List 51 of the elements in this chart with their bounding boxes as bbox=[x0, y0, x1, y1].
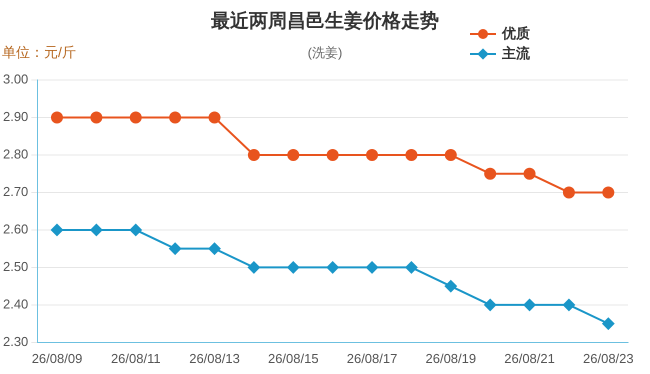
chart-title: 最近两周昌邑生姜价格走势 bbox=[211, 11, 439, 32]
point bbox=[50, 111, 63, 124]
y-axis-title: 单位：元/斤 bbox=[2, 44, 76, 62]
y-tick-label: 2.50 bbox=[2, 259, 28, 274]
x-tick-label: 26/08/15 bbox=[268, 350, 319, 366]
x-tick-label: 26/08/19 bbox=[425, 350, 476, 366]
x-tick-label: 26/08/13 bbox=[189, 350, 240, 366]
y-tick-label: 2.40 bbox=[2, 296, 28, 312]
point bbox=[405, 261, 418, 274]
point bbox=[90, 111, 102, 124]
point bbox=[524, 298, 536, 311]
point bbox=[287, 261, 300, 274]
point bbox=[484, 298, 496, 311]
point bbox=[562, 186, 575, 198]
point bbox=[484, 168, 496, 180]
x-tick-label: 26/08/23 bbox=[583, 350, 634, 366]
y-tick-label: 3.00 bbox=[2, 72, 28, 87]
chart-subtitle: (洗姜) bbox=[308, 45, 342, 60]
legend-label: 优质 bbox=[502, 25, 530, 43]
point bbox=[405, 148, 418, 161]
point bbox=[208, 242, 221, 255]
point bbox=[287, 148, 300, 161]
y-tick-label: 2.30 bbox=[2, 334, 28, 349]
point bbox=[602, 318, 614, 330]
point bbox=[562, 298, 575, 311]
legend-label: 主流 bbox=[502, 45, 530, 63]
y-tick-label: 2.90 bbox=[2, 109, 28, 124]
point bbox=[326, 261, 339, 274]
point bbox=[326, 148, 339, 161]
y-tick-label: 2.70 bbox=[2, 184, 28, 200]
point bbox=[130, 224, 142, 236]
point bbox=[90, 224, 102, 236]
point bbox=[524, 168, 536, 180]
point bbox=[208, 111, 221, 124]
point bbox=[366, 261, 378, 274]
x-tick-label: 26/08/11 bbox=[110, 350, 161, 366]
point bbox=[602, 186, 614, 198]
point bbox=[248, 261, 260, 274]
x-tick-label: 26/08/17 bbox=[346, 350, 398, 366]
point bbox=[169, 111, 182, 124]
y-tick-label: 2.80 bbox=[2, 146, 28, 162]
point bbox=[248, 148, 260, 161]
point bbox=[169, 242, 182, 255]
x-tick-label: 26/08/09 bbox=[32, 350, 82, 366]
point bbox=[130, 111, 142, 124]
point bbox=[50, 224, 63, 236]
x-tick-label: 26/08/21 bbox=[504, 350, 555, 366]
y-tick-label: 2.60 bbox=[2, 222, 28, 237]
point bbox=[366, 148, 378, 161]
point bbox=[444, 280, 457, 292]
point bbox=[444, 148, 457, 161]
